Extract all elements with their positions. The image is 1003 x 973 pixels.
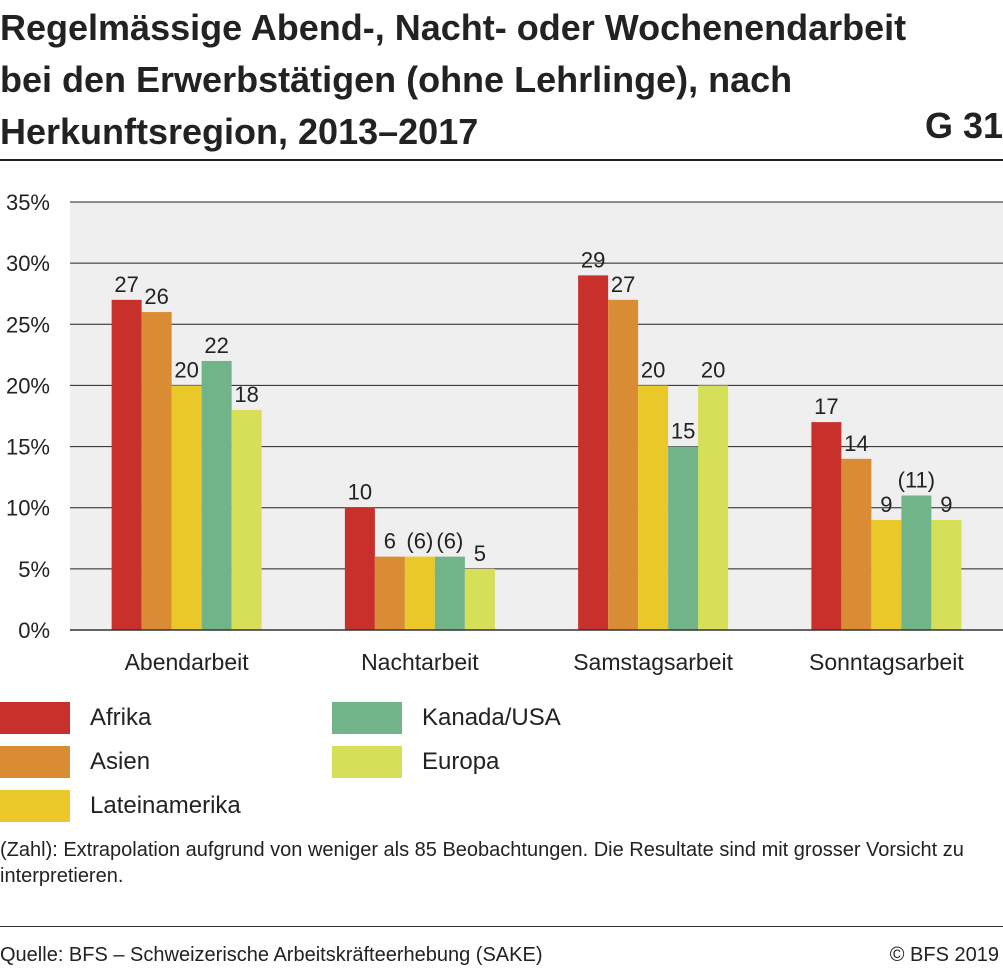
legend-label-kanada-usa: Kanada/USA <box>422 704 561 731</box>
bar <box>811 422 842 630</box>
chart-title: Regelmässige Abend-, Nacht- oder Wochene… <box>0 7 907 152</box>
data-label: 20 <box>174 357 198 382</box>
data-label: 9 <box>940 492 952 517</box>
bar <box>668 446 699 630</box>
legend-label-europa: Europa <box>422 748 500 775</box>
bar-chart: 0%5%10%15%20%25%30%35%27 26202218Abendarb… <box>6 190 1003 675</box>
chart-code: G 31 <box>924 105 1003 146</box>
legend-item-lateinamerika: Lateinamerika <box>0 790 241 822</box>
bar <box>374 556 405 630</box>
data-label: (11) <box>898 467 936 492</box>
y-tick-label: 35% <box>6 190 50 215</box>
data-label: (6) <box>406 529 433 554</box>
bar <box>698 385 729 630</box>
data-label: 20 <box>701 357 725 382</box>
bar <box>201 360 232 630</box>
y-tick-label: 15% <box>6 435 50 460</box>
x-tick-label: Sonntagsarbeit <box>809 649 964 675</box>
legend: Afrika Asien Lateinamerika Kanada/USA Eu… <box>0 700 1003 830</box>
legend-label-asien: Asien <box>90 748 151 775</box>
y-tick-label: 0% <box>18 618 50 643</box>
data-label: 5 <box>474 541 486 566</box>
footnote: (Zahl): Extrapolation aufgrund von wenig… <box>0 839 964 887</box>
data-label: 29 <box>581 247 605 272</box>
bar <box>141 312 172 630</box>
bar <box>434 556 465 630</box>
bar <box>871 519 902 630</box>
legend-item-afrika: Afrika <box>0 702 151 734</box>
bar <box>171 385 202 630</box>
bar <box>404 556 435 630</box>
x-tick-label: Abendarbeit <box>125 649 250 675</box>
y-tick-label: 30% <box>6 251 50 276</box>
bar <box>464 568 495 630</box>
bar <box>931 519 962 630</box>
data-label: 22 <box>204 333 228 358</box>
y-tick-label: 10% <box>6 496 50 521</box>
legend-swatch-afrika <box>0 702 70 734</box>
data-label: 20 <box>641 357 665 382</box>
bar <box>578 275 609 630</box>
bar <box>344 507 375 630</box>
data-label: 6 <box>384 529 396 554</box>
legend-swatch-kanada-usa <box>332 702 402 734</box>
bar <box>638 385 669 630</box>
source-note: Quelle: BFS – Schweizerische Arbeitskräf… <box>0 944 543 966</box>
bar <box>111 299 142 630</box>
y-tick-label: 20% <box>6 373 50 398</box>
x-tick-label: Nachtarbeit <box>361 649 479 675</box>
copyright: © BFS 2019 <box>889 944 999 966</box>
bar <box>841 458 872 630</box>
legend-label-afrika: Afrika <box>90 704 152 731</box>
legend-item-kanada-usa: Kanada/USA <box>332 702 561 734</box>
data-label: 15 <box>671 419 695 444</box>
title-divider <box>0 159 1003 161</box>
y-tick-label: 5% <box>18 557 50 582</box>
data-label: 10 <box>348 480 372 505</box>
data-label: 14 <box>844 431 868 456</box>
legend-item-asien: Asien <box>0 746 150 778</box>
legend-swatch-lateinamerika <box>0 790 70 822</box>
data-label: 17 <box>814 394 838 419</box>
legend-swatch-asien <box>0 746 70 778</box>
legend-label-lateinamerika: Lateinamerika <box>90 792 241 819</box>
bar <box>901 495 932 630</box>
bar <box>608 299 639 630</box>
legend-swatch-europa <box>332 746 402 778</box>
data-label: 18 <box>234 382 258 407</box>
bar <box>231 409 262 630</box>
data-label: 9 <box>880 492 892 517</box>
y-tick-label: 25% <box>6 312 50 337</box>
data-label: (6) <box>436 529 463 554</box>
data-label: 26 <box>144 284 168 309</box>
legend-item-europa: Europa <box>332 746 499 778</box>
footer-divider <box>0 926 1003 927</box>
data-label: 27 <box>611 272 635 297</box>
data-label: 27 <box>114 272 138 297</box>
x-tick-label: Samstagsarbeit <box>573 649 733 675</box>
